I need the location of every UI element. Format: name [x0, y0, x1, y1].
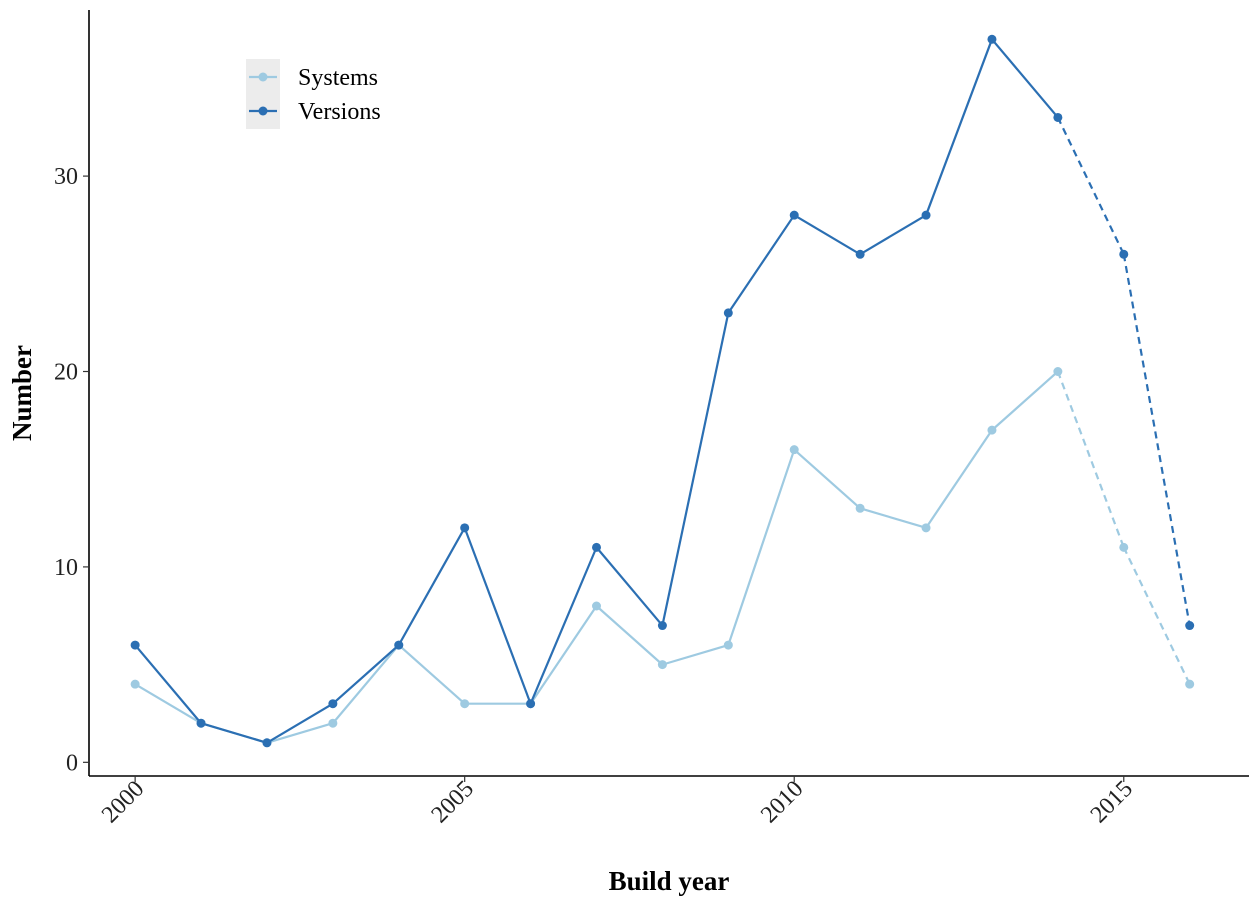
- data-point: [987, 34, 997, 44]
- data-point: [592, 601, 601, 611]
- data-point: [460, 699, 470, 709]
- series-segment: [727, 214, 796, 314]
- series-segment: [134, 644, 202, 724]
- data-point: [1053, 112, 1063, 122]
- data-point: [460, 523, 470, 533]
- data-point: [657, 660, 667, 670]
- series-segment: [859, 507, 927, 529]
- data-point: [196, 718, 206, 728]
- data-point: [130, 679, 140, 689]
- series-segment: [266, 722, 334, 744]
- data-point: [328, 699, 338, 709]
- y-axis-title: Number: [7, 345, 37, 441]
- legend-key-point: [258, 106, 268, 116]
- series-segment: [595, 546, 664, 627]
- series-layer: [130, 34, 1195, 748]
- series-segment: [332, 644, 400, 705]
- x-axis-title: Build year: [609, 866, 730, 896]
- data-point: [328, 718, 338, 728]
- data-point: [1185, 679, 1195, 689]
- data-point: [855, 249, 865, 259]
- y-tick-label: 0: [66, 750, 78, 776]
- data-point: [921, 523, 931, 533]
- series-segment: [595, 605, 664, 666]
- series-segment: [991, 38, 1059, 119]
- series-segment: [925, 38, 993, 216]
- data-point: [1185, 621, 1195, 631]
- y-tick-label: 20: [54, 360, 78, 386]
- legend-label: Systems: [298, 65, 378, 91]
- series-segment: [1122, 546, 1191, 685]
- series-segment: [397, 527, 466, 646]
- series-segment: [793, 214, 861, 256]
- series-segment: [925, 429, 993, 529]
- legend-label: Versions: [298, 99, 381, 125]
- series-segment: [793, 448, 861, 510]
- data-point: [592, 542, 601, 552]
- series-segment: [727, 449, 796, 646]
- data-point: [130, 640, 140, 650]
- data-point: [723, 640, 733, 650]
- data-point: [855, 503, 865, 513]
- y-tick-label: 30: [54, 164, 78, 190]
- series-segment: [200, 722, 268, 744]
- series-segment: [529, 605, 598, 705]
- x-tick-label: 2015: [1086, 776, 1138, 828]
- series-segment: [398, 644, 466, 705]
- data-point: [1119, 249, 1129, 259]
- x-tick-label: 2005: [427, 776, 479, 828]
- series-segment: [662, 644, 729, 666]
- series-segment: [1122, 254, 1191, 626]
- series-versions: [130, 34, 1195, 748]
- data-point: [987, 425, 997, 435]
- data-point: [394, 640, 404, 650]
- axes: 0 10 20 30 2000 2005 2010 2015 Build year Number: [7, 10, 1249, 896]
- series-segment: [266, 702, 334, 744]
- data-point: [262, 738, 272, 748]
- x-tick-label: 2010: [756, 776, 808, 828]
- series-segment: [859, 214, 927, 256]
- data-point: [789, 445, 799, 455]
- series-segment: [1056, 371, 1125, 548]
- data-point: [921, 210, 931, 220]
- series-systems: [130, 367, 1195, 748]
- data-point: [1053, 367, 1063, 377]
- series-segment: [1056, 116, 1125, 255]
- legend: Systems Versions: [246, 59, 381, 129]
- series-segment: [463, 527, 532, 705]
- data-point: [789, 210, 799, 220]
- y-tick-label: 10: [54, 555, 78, 581]
- data-point: [1119, 542, 1129, 552]
- data-point: [657, 621, 667, 631]
- series-segment: [529, 546, 598, 705]
- series-segment: [332, 644, 400, 724]
- data-point: [526, 699, 536, 709]
- series-segment: [991, 370, 1059, 431]
- data-point: [723, 308, 733, 318]
- series-segment: [134, 683, 202, 725]
- legend-key-point: [258, 72, 268, 82]
- series-segment: [661, 312, 730, 626]
- x-tick-label: 2000: [97, 776, 149, 828]
